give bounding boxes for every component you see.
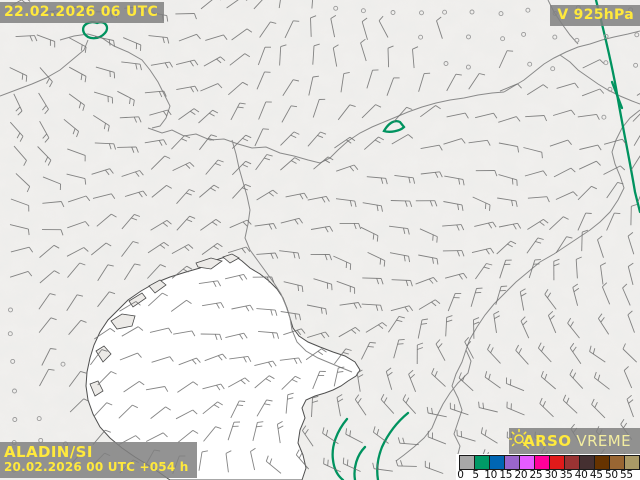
legend-tick-label: 0: [457, 469, 464, 480]
field-level-label: V 925hPa: [550, 5, 640, 27]
legend-color-cell: [505, 456, 520, 469]
legend-color-cell: [565, 456, 580, 469]
product-name: VREME: [576, 432, 631, 450]
legend-tick-label: 55: [620, 469, 633, 480]
wind-barbs: [7, 0, 640, 474]
legend-color-cell: [595, 456, 610, 469]
arso-vreme-logo: ARSO VREME: [509, 428, 640, 454]
legend-tick-label: 15: [499, 469, 513, 480]
legend-color-cell: [490, 456, 505, 469]
legend-tick-label: 40: [574, 469, 588, 480]
legend-tick-label: 35: [559, 469, 573, 480]
model-info-label: ALADIN/SI 20.02.2026 00 UTC +054 h: [0, 441, 197, 478]
run-info: 20.02.2026 00 UTC +054 h: [4, 460, 189, 475]
legend-color-cell: [460, 456, 475, 469]
legend-tick-label: 20: [514, 469, 528, 480]
legend-color-cell: [535, 456, 550, 469]
agency-name: ARSO: [523, 432, 572, 450]
lagoon-islands: [89, 253, 240, 397]
legend-color-cell: [610, 456, 625, 469]
wind-speed-legend-bar: [459, 455, 640, 470]
legend-color-cell: [550, 456, 565, 469]
legend-tick-label: 30: [544, 469, 558, 480]
legend-color-cell: [520, 456, 535, 469]
legend-color-cell: [580, 456, 595, 469]
height-contours: [81, 0, 640, 480]
legend-tick-label: 5: [472, 469, 479, 480]
legend-tick-label: 25: [529, 469, 543, 480]
adriatic-sea: [85, 255, 361, 480]
legend-color-cell: [475, 456, 490, 469]
wind-speed-legend-ticks: 0 5 10 15 20 25 30 35 40 45 50 55: [457, 469, 640, 480]
valid-time-label: 22.02.2026 06 UTC: [0, 2, 165, 24]
legend-tick-label: 10: [484, 469, 498, 480]
legend-tick-label: 50: [604, 469, 618, 480]
legend-color-cell: [625, 456, 639, 469]
legend-tick-label: 45: [589, 469, 603, 480]
model-name: ALADIN/SI: [4, 442, 93, 461]
